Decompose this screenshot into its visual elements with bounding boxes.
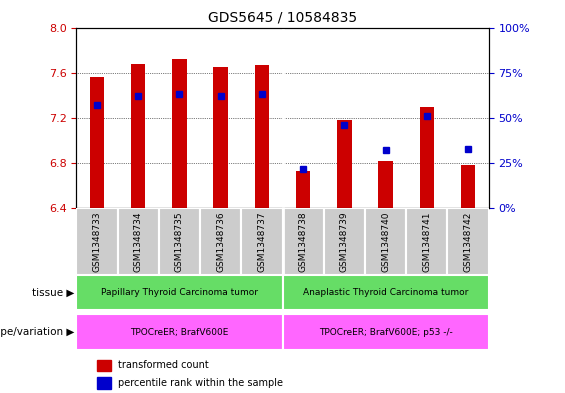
Text: GSM1348741: GSM1348741 [423, 212, 431, 272]
Bar [296, 171, 310, 208]
Bar [337, 120, 351, 208]
Text: GSM1348739: GSM1348739 [340, 212, 349, 272]
Bar [255, 65, 269, 208]
FancyBboxPatch shape [406, 208, 447, 275]
FancyBboxPatch shape [282, 275, 489, 310]
Text: GSM1348738: GSM1348738 [299, 212, 307, 272]
Text: GSM1348733: GSM1348733 [93, 212, 101, 272]
FancyBboxPatch shape [76, 314, 282, 350]
Text: Papillary Thyroid Carcinoma tumor: Papillary Thyroid Carcinoma tumor [101, 288, 258, 297]
Bar [97, 377, 111, 389]
Bar [90, 77, 104, 208]
Bar [97, 360, 111, 371]
Title: GDS5645 / 10584835: GDS5645 / 10584835 [208, 11, 357, 25]
FancyBboxPatch shape [241, 208, 282, 275]
FancyBboxPatch shape [282, 314, 489, 350]
Text: Anaplastic Thyroid Carcinoma tumor: Anaplastic Thyroid Carcinoma tumor [303, 288, 468, 297]
FancyBboxPatch shape [118, 208, 159, 275]
Text: TPOCreER; BrafV600E; p53 -/-: TPOCreER; BrafV600E; p53 -/- [319, 328, 453, 336]
FancyBboxPatch shape [447, 208, 489, 275]
FancyBboxPatch shape [159, 208, 200, 275]
FancyBboxPatch shape [365, 208, 406, 275]
FancyBboxPatch shape [76, 208, 118, 275]
FancyBboxPatch shape [200, 208, 241, 275]
Bar [131, 64, 145, 208]
Text: GSM1348734: GSM1348734 [134, 212, 142, 272]
Text: GSM1348735: GSM1348735 [175, 212, 184, 272]
Text: tissue ▶: tissue ▶ [32, 288, 75, 298]
Text: GSM1348740: GSM1348740 [381, 212, 390, 272]
Bar [461, 165, 475, 208]
Text: GSM1348736: GSM1348736 [216, 212, 225, 272]
Bar [172, 59, 186, 208]
FancyBboxPatch shape [324, 208, 365, 275]
Text: genotype/variation ▶: genotype/variation ▶ [0, 327, 75, 337]
Text: transformed count: transformed count [118, 360, 208, 371]
Bar [420, 107, 434, 208]
Bar [214, 67, 228, 208]
Text: GSM1348737: GSM1348737 [258, 212, 266, 272]
Text: TPOCreER; BrafV600E: TPOCreER; BrafV600E [130, 328, 229, 336]
Bar [379, 161, 393, 208]
FancyBboxPatch shape [76, 275, 282, 310]
Text: GSM1348742: GSM1348742 [464, 212, 472, 272]
Text: percentile rank within the sample: percentile rank within the sample [118, 378, 282, 388]
FancyBboxPatch shape [282, 208, 324, 275]
